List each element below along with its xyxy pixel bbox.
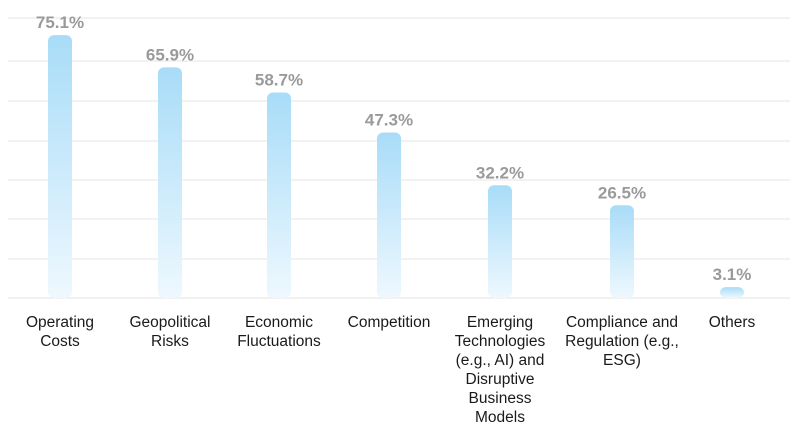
category-label-line: Risks [151,333,189,350]
category-label-line: (e.g., AI) and [456,352,545,369]
category-label: Others [709,314,756,331]
value-label: 75.1% [36,13,84,32]
value-label: 47.3% [365,110,413,129]
category-label: Geopolitical Risks [130,314,211,350]
value-label: 58.7% [255,71,303,90]
category-label-line: Models [475,409,525,426]
bars [48,35,744,299]
category-label-line: Geopolitical [130,314,211,331]
bar-3 [267,92,291,298]
bar-2 [158,67,182,298]
category-label-line: Fluctuations [237,333,321,350]
value-labels: 75.1% 65.9% 58.7% 47.3% 32.2% 26.5% 3.1% [36,13,751,284]
category-label-line: Emerging [467,314,533,331]
category-label-line: Others [709,314,756,331]
category-label-line: ESG) [603,352,641,369]
value-label: 3.1% [713,265,752,284]
category-label: Operating Costs [26,314,94,350]
category-labels: Operating Costs Geopolitical Risks Economic F… [26,314,756,426]
bar-6 [610,205,634,298]
category-label: Compliance and Regulation (e.g., ESG) [565,314,679,369]
bar-4 [377,132,401,298]
category-label-line: Business [469,390,532,407]
value-label: 32.2% [476,163,524,182]
category-label-line: Technologies [455,333,546,350]
value-label: 26.5% [598,183,646,202]
category-label-line: Regulation (e.g., [565,333,679,350]
category-label-line: Operating [26,314,94,331]
category-label: Competition [348,314,431,331]
category-label-line: Competition [348,314,431,331]
category-label-line: Costs [40,333,80,350]
category-label: Economic Fluctuations [237,314,321,350]
category-label-line: Disruptive [466,371,535,388]
category-label-line: Compliance and [566,314,678,331]
bar-7 [720,287,744,298]
bar-1 [48,35,72,299]
category-label-line: Economic [245,314,313,331]
value-label: 65.9% [146,45,194,64]
category-label: Emerging Technologies (e.g., AI) and Disrup… [455,314,546,426]
bar-5 [488,185,512,298]
